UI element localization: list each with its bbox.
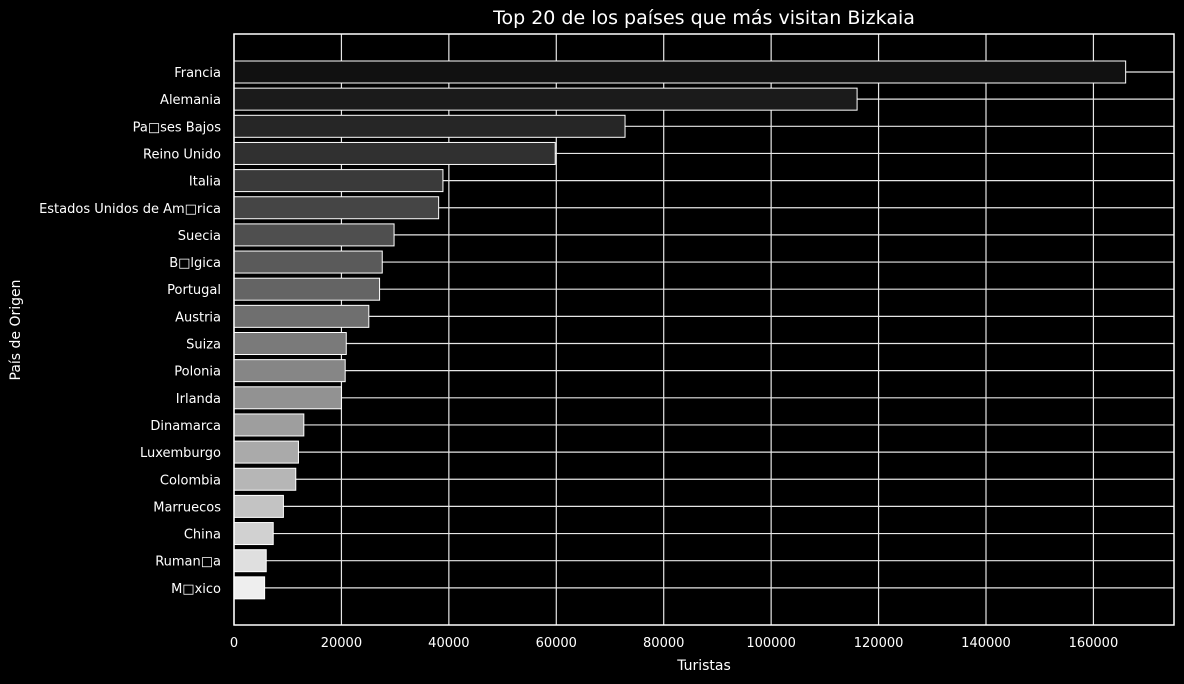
y-tick-label: Ruman□a bbox=[155, 555, 221, 570]
y-axis-label: País de Origen bbox=[8, 279, 24, 380]
bar bbox=[233, 250, 383, 274]
y-tick-label: Reino Unido bbox=[143, 147, 221, 162]
bar bbox=[233, 549, 267, 573]
y-tick-label: Luxemburgo bbox=[140, 446, 221, 461]
bar bbox=[233, 60, 1127, 84]
y-tick-label: Italia bbox=[189, 175, 221, 190]
bar bbox=[233, 440, 299, 464]
x-tick-label: 100000 bbox=[746, 636, 796, 651]
bar bbox=[233, 87, 858, 111]
x-tick-label: 40000 bbox=[428, 636, 469, 651]
y-tick-label: Pa□ses Bajos bbox=[133, 120, 222, 135]
bar bbox=[233, 196, 440, 220]
y-tick-label: China bbox=[184, 528, 221, 543]
bar bbox=[233, 332, 347, 355]
bar bbox=[233, 494, 284, 518]
bar bbox=[233, 467, 297, 491]
y-tick-label: Polonia bbox=[174, 365, 221, 380]
y-tick-label: Irlanda bbox=[176, 392, 221, 407]
bar bbox=[233, 359, 346, 383]
bar bbox=[233, 277, 381, 301]
x-tick-label: 160000 bbox=[1069, 636, 1119, 651]
y-tick-label: Marruecos bbox=[153, 500, 221, 515]
y-tick-label: M□xico bbox=[171, 582, 221, 597]
bar bbox=[233, 169, 444, 193]
x-tick-label: 0 bbox=[230, 636, 238, 651]
bar bbox=[233, 304, 370, 328]
x-tick-label: 80000 bbox=[643, 636, 684, 651]
y-tick-label: Dinamarca bbox=[150, 419, 221, 434]
bar bbox=[233, 522, 274, 546]
bar bbox=[233, 114, 626, 138]
plot-frame bbox=[233, 33, 1175, 626]
bar bbox=[233, 386, 342, 410]
y-tick-label: Colombia bbox=[160, 473, 221, 488]
x-tick-label: 120000 bbox=[854, 636, 904, 651]
bar bbox=[233, 223, 395, 247]
y-tick-label: Portugal bbox=[167, 283, 221, 298]
x-tick-label: 20000 bbox=[321, 636, 362, 651]
x-axis-label: Turistas bbox=[676, 658, 731, 674]
y-tick-label: Alemania bbox=[160, 93, 221, 108]
bar bbox=[233, 576, 266, 600]
y-tick-label: Estados Unidos de Am□rica bbox=[39, 202, 221, 217]
bar bbox=[233, 141, 556, 165]
y-tick-label: Francia bbox=[174, 66, 221, 81]
chart-title: Top 20 de los países que más visitan Biz… bbox=[492, 7, 915, 29]
bar bbox=[233, 413, 305, 437]
x-tick-label: 60000 bbox=[536, 636, 577, 651]
bars-layer bbox=[233, 60, 1127, 600]
y-tick-label: Suecia bbox=[178, 229, 221, 244]
x-tick-label: 140000 bbox=[961, 636, 1011, 651]
y-tick-labels: Francia Alemania Pa□ses Bajos Reino Unido It… bbox=[39, 66, 221, 597]
y-tick-label: Suiza bbox=[186, 338, 221, 353]
y-tick-label: B□lgica bbox=[169, 256, 221, 271]
x-tick-labels: 0 20000 40000 60000 80000 100000 120000 140000 1… bbox=[230, 636, 1118, 651]
y-tick-label: Austria bbox=[175, 310, 221, 325]
